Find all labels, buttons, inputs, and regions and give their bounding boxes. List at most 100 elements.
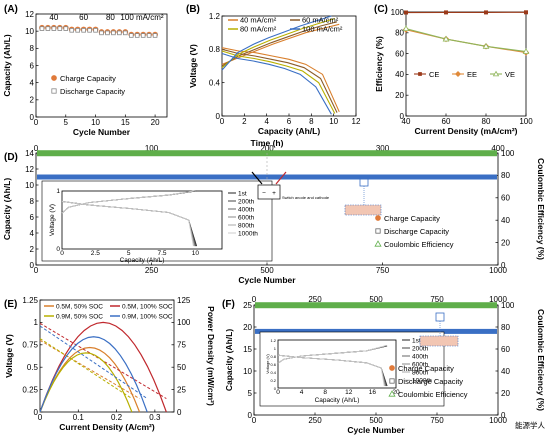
panel-c-y-axis-title: Efficiency (%) bbox=[374, 36, 384, 92]
panel-b-x-tick-label: 2 bbox=[242, 117, 247, 126]
panel-a-discharge-point bbox=[146, 33, 152, 38]
panel-d-cell-schematic-icon bbox=[344, 204, 382, 216]
panel-a-legend-marker-discharge bbox=[51, 88, 57, 94]
panel-b-y-tick-label: 0.8 bbox=[209, 45, 221, 54]
panel-f-legend-ce: Coulombic Efficiency bbox=[398, 390, 468, 399]
panel-a-label: (A) bbox=[4, 4, 18, 15]
panel-a-discharge-point bbox=[93, 28, 98, 33]
panel-f-y2-tick-label: 40 bbox=[501, 367, 510, 376]
panel-d-battery-icon bbox=[257, 184, 281, 200]
panel-f-y-tick-label: 25 bbox=[243, 301, 252, 310]
panel-d-inset-x-tick: 0 bbox=[60, 250, 64, 257]
panel-f-legend-marker-discharge bbox=[389, 378, 395, 384]
panel-c-series-line bbox=[405, 28, 527, 53]
panel-d-inset-x-tick: 10 bbox=[192, 250, 200, 257]
panel-b-discharge-curve bbox=[221, 50, 336, 114]
panel-f-y2-tick-label: 20 bbox=[501, 389, 510, 398]
panel-a-x-tick-label: 20 bbox=[151, 118, 160, 127]
panel-c-plot-frame bbox=[405, 11, 527, 117]
panel-d-top-axis-title: Time (h) bbox=[251, 138, 284, 148]
panel-f-y-tick-label: 15 bbox=[243, 345, 252, 354]
panel-d-inset-legend-entry: 800th bbox=[238, 223, 255, 230]
panel-d-y2-tick-label: 60 bbox=[501, 194, 510, 203]
panel-f-x2-tick-label: 500 bbox=[369, 295, 383, 304]
panel-e-x-tick-label: 0 bbox=[38, 413, 43, 422]
panel-a-discharge-point bbox=[152, 33, 158, 38]
panel-f-coulombic-efficiency-band bbox=[255, 302, 497, 309]
panel-c-legend-marker bbox=[455, 71, 461, 77]
panel-c-legend-marker bbox=[418, 72, 422, 76]
panel-b-y-tick-label: 0 bbox=[216, 112, 221, 121]
panel-f-inset-frame bbox=[259, 331, 445, 407]
panel-f-legend-discharge: Discharge Capacity bbox=[398, 377, 463, 386]
panel-e-y2-tick-label: 50 bbox=[177, 363, 186, 372]
panel-f-y-tick-label: 5 bbox=[248, 389, 253, 398]
panel-c-x-tick-label: 100 bbox=[519, 117, 533, 126]
panel-f-x-tick-label: 0 bbox=[252, 416, 257, 425]
panel-c-x-tick-label: 80 bbox=[482, 117, 491, 126]
panel-d-inset-charge-curve bbox=[61, 190, 194, 214]
panel-d-y2-tick-label: 0 bbox=[501, 261, 506, 270]
panel-a-x-tick-label: 15 bbox=[121, 118, 130, 127]
panel-a-discharge-point bbox=[69, 28, 75, 33]
panel-a-discharge-point bbox=[63, 26, 69, 31]
panel-e-y-tick-label: 0.5 bbox=[27, 363, 39, 372]
panel-a-discharge-point bbox=[99, 30, 104, 36]
panel-d-cathode-wire-icon bbox=[275, 171, 287, 185]
panel-c-legend-entry: VE bbox=[505, 70, 515, 79]
panel-d-inset-legend-entry: 600th bbox=[238, 215, 255, 222]
panel-c-label: (C) bbox=[374, 4, 388, 15]
panel-f-x2-tick-label: 0 bbox=[252, 295, 257, 304]
panel-d-legend-marker-ce bbox=[374, 240, 382, 247]
panel-f-inset-legend-entry: 1st bbox=[412, 338, 421, 345]
panel-e-y-tick-label: 0 bbox=[34, 408, 39, 417]
panel-e-y-axis-title: Voltage (V) bbox=[4, 334, 14, 378]
panel-d-x2-tick-label: 400 bbox=[491, 144, 505, 153]
panel-b-charge-curve bbox=[221, 21, 338, 67]
panel-a-y-tick-label: 10 bbox=[25, 27, 34, 36]
panel-f-cell-schematic-icon bbox=[419, 335, 459, 347]
panel-a-discharge-point bbox=[123, 30, 128, 36]
panel-e-x-tick-label: 0.1 bbox=[73, 413, 85, 422]
panel-a-rate-label: 40 bbox=[49, 13, 58, 22]
panel-d-inset-x-tick: 7.5 bbox=[157, 250, 166, 257]
panel-d-switch-annotation: Switch anode and cathode bbox=[282, 195, 330, 200]
panel-f-inset-x-tick: 16 bbox=[369, 389, 377, 396]
panel-c-point bbox=[522, 48, 530, 54]
panel-f-inset-x-tick: 12 bbox=[345, 389, 353, 396]
panel-f-inset-y-tick: 0.6 bbox=[270, 362, 276, 367]
panel-d-anode-wire-icon bbox=[251, 171, 263, 185]
panel-e-y2-tick-label: 75 bbox=[177, 341, 186, 350]
panel-d-legend-ce: Coulombic Efficiency bbox=[384, 240, 454, 249]
panel-b-x-axis-title: Capacity (Ah/L) bbox=[258, 126, 321, 136]
panel-d-x2-tick-label: 300 bbox=[376, 144, 390, 153]
panel-c-y-tick-label: 60 bbox=[395, 49, 404, 58]
panel-b-y-axis-title: Voltage (V) bbox=[188, 44, 198, 88]
panel-c-y-tick-label: 80 bbox=[395, 29, 404, 38]
panel-d-y2-tick-label: 100 bbox=[501, 149, 515, 158]
panel-a-rate-label: 80 bbox=[106, 13, 115, 22]
panel-c-point bbox=[484, 10, 488, 15]
panel-e-x-axis-title: Current Density (A/cm²) bbox=[59, 422, 155, 432]
panel-d-y2-tick-label: 40 bbox=[501, 216, 510, 225]
panel-d-y-tick-label: 2 bbox=[30, 245, 35, 254]
panel-c-point bbox=[524, 10, 528, 15]
panel-f-x-axis-title: Cycle Number bbox=[347, 425, 405, 435]
panel-b-legend-entry: 80 mA/cm² bbox=[240, 25, 277, 34]
panel-c-legend-marker bbox=[492, 70, 500, 77]
panel-d-x-tick-label: 1000 bbox=[489, 266, 507, 275]
panel-f-x-tick-label: 250 bbox=[308, 416, 322, 425]
panel-b-x-tick-label: 4 bbox=[264, 117, 269, 126]
panel-a-legend-marker-charge bbox=[51, 75, 57, 81]
panel-a-discharge-point bbox=[81, 28, 86, 33]
panel-d-x-tick-label: 750 bbox=[376, 266, 390, 275]
panel-c-point bbox=[444, 10, 448, 15]
panel-f-inset-y-tick: 0 bbox=[274, 386, 277, 391]
panel-e-y2-tick-label: 25 bbox=[177, 385, 186, 394]
panel-f-inset-x-tick: 20 bbox=[392, 389, 400, 396]
panel-a-discharge-point bbox=[45, 26, 51, 31]
watermark: 能源学人 bbox=[515, 420, 545, 430]
panel-a-discharge-point bbox=[111, 30, 116, 36]
panel-a-discharge-point bbox=[57, 26, 63, 31]
